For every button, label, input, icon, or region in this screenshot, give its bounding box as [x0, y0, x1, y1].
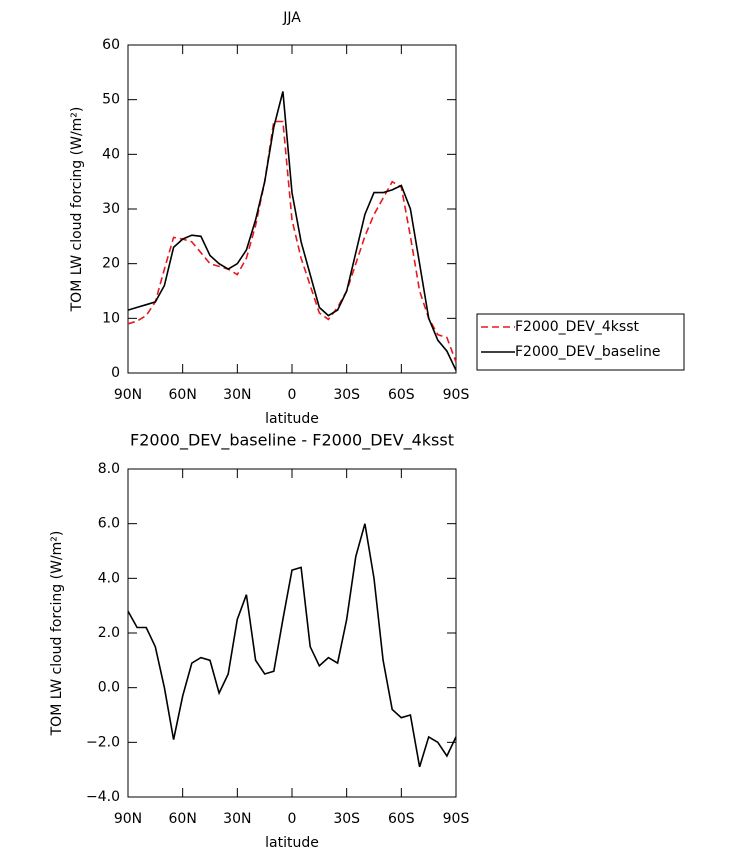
series-line [127, 91, 457, 371]
x-tick-label: 60N [169, 387, 197, 403]
legend-box [476, 313, 685, 371]
y-tick-label: −2.0 [86, 734, 120, 750]
y-tick-label: 0.0 [98, 680, 120, 696]
y-tick-label: −4.0 [86, 789, 120, 805]
x-axis-label: latitude [265, 835, 319, 851]
chart-title: F2000_DEV_baseline - F2000_DEV_4ksst [130, 431, 454, 451]
y-tick-label: 30 [102, 201, 120, 217]
legend-label: F2000_DEV_baseline [515, 344, 661, 360]
x-tick-label: 30S [333, 811, 360, 827]
x-axis-label: latitude [265, 411, 319, 427]
x-tick-label: 30N [223, 387, 251, 403]
series-line [127, 120, 457, 363]
y-tick-label: 50 [102, 92, 120, 108]
x-tick-label: 90N [114, 387, 142, 403]
y-tick-label: 2.0 [98, 625, 120, 641]
x-tick-label: 60S [388, 811, 415, 827]
x-tick-label: 30N [223, 811, 251, 827]
series-line [127, 523, 457, 768]
y-axis-label: TOM LW cloud forcing (W/m²) [69, 107, 85, 313]
y-tick-label: 10 [102, 310, 120, 326]
x-tick-label: 90N [114, 811, 142, 827]
x-tick-label: 90S [443, 387, 470, 403]
y-tick-label: 6.0 [98, 516, 120, 532]
y-tick-label: 60 [102, 37, 120, 53]
x-tick-label: 60S [388, 387, 415, 403]
x-tick-label: 0 [288, 387, 297, 403]
y-tick-label: 40 [102, 146, 120, 162]
y-tick-label: 4.0 [98, 570, 120, 586]
chart-title: JJA [282, 10, 301, 26]
x-tick-label: 0 [288, 811, 297, 827]
x-tick-label: 60N [169, 811, 197, 827]
y-tick-label: 20 [102, 256, 120, 272]
plot-frame [127, 468, 457, 798]
x-tick-label: 30S [333, 387, 360, 403]
x-tick-label: 90S [443, 811, 470, 827]
y-tick-label: 8.0 [98, 461, 120, 477]
y-tick-label: 0 [111, 365, 120, 381]
legend-label: F2000_DEV_4ksst [515, 319, 639, 335]
plot-frame [127, 44, 457, 374]
y-axis-label: TOM LW cloud forcing (W/m²) [49, 531, 65, 737]
